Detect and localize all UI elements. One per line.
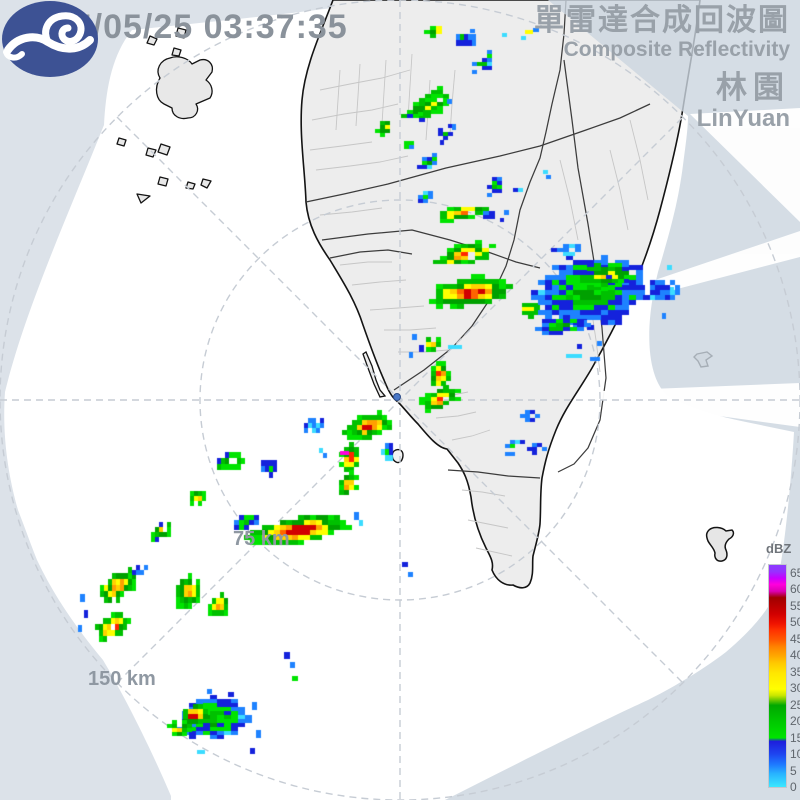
title-block: 單雷達合成回波圖 Composite Reflectivity 林園 LinYu… (534, 4, 790, 132)
colorbar-tick: 65 (790, 565, 800, 580)
colorbar-tick: 0 (790, 780, 797, 794)
station-english: LinYuan (696, 105, 790, 132)
colorbar-tick: 40 (790, 648, 800, 663)
colorbar-tick: 20 (790, 714, 800, 729)
colorbar-tick: 35 (790, 664, 800, 679)
colorbar-tick: 50 (790, 615, 800, 630)
colorbar-tick: 30 (790, 681, 800, 696)
cwb-logo (2, 1, 98, 77)
colorbar-tick: 55 (790, 598, 800, 613)
colorbar-tick: 15 (790, 730, 800, 745)
ring-label-75km: 75 km (233, 528, 290, 550)
colorbar-tick: 45 (790, 631, 800, 646)
title-chinese: 單雷達合成回波圖 (534, 4, 790, 37)
colorbar-unit: dBZ (766, 541, 792, 556)
title-english: Composite Reflectivity (563, 38, 790, 61)
ring-label-150km: 150 km (88, 668, 156, 690)
colorbar (768, 564, 787, 788)
colorbar-tick: 25 (790, 697, 800, 712)
colorbar-tick: 5 (790, 763, 797, 778)
colorbar-tick: 60 (790, 582, 800, 597)
station-chinese: 林園 (716, 70, 790, 105)
colorbar-tick: 10 (790, 747, 800, 762)
